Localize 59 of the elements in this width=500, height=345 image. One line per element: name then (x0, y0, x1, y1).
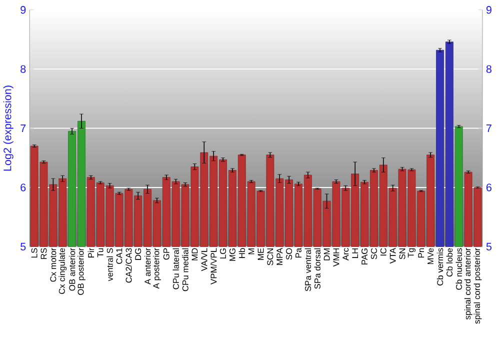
x-tick-label: Cb nucleus (456, 248, 462, 290)
x-tick-label: CPu lateral (172, 248, 179, 290)
y2-tick-label: 8 (486, 65, 492, 73)
x-tick-label: LG (220, 248, 226, 258)
x-tick-label: A posterior (153, 248, 161, 289)
x-tick-label: OB posterior (78, 248, 86, 295)
x-tick-label: SC (370, 248, 377, 260)
x-tick-label: SCN (267, 248, 274, 266)
x-tick-label: Arc (342, 248, 349, 260)
y-tick-label: 5 (20, 242, 26, 250)
x-tick-label: MD (192, 248, 198, 260)
y-axis-title: Log2 (expression) (3, 86, 14, 170)
x-tick-label: M (248, 248, 254, 254)
y-tick-label: 8 (20, 65, 26, 73)
x-tick-label: GP (163, 248, 170, 260)
x-tick-label: IC (380, 248, 386, 256)
x-tick-label: RS (40, 248, 47, 259)
x-tick-label: MPA (276, 248, 283, 265)
y-tick-label: 7 (20, 124, 26, 132)
x-tick-label: Cb lobe (446, 248, 453, 276)
x-tick-label: SPa ventral (304, 248, 312, 291)
x-tick-label: ventral S (106, 248, 113, 282)
x-tick-label: Tu (97, 248, 104, 258)
y2-tick-label: 5 (486, 242, 492, 250)
x-tick-label: VTA (390, 248, 396, 264)
x-tick-label: MVe (428, 248, 434, 264)
y2-tick-label: 7 (486, 124, 492, 132)
x-tick-label: PAG (362, 248, 368, 264)
x-tick-label: VA/VL (201, 248, 208, 271)
x-tick-label: CPu medial (182, 248, 188, 291)
x-tick-label: SPa dorsal (314, 248, 320, 289)
x-tick-label: MG (229, 248, 236, 261)
x-tick-label: Tg (408, 248, 416, 258)
x-tick-label: ME (258, 248, 264, 260)
x-tick-label: A anterior (144, 248, 151, 284)
x-tick-label: Pir (88, 248, 94, 258)
x-tick-label: CA1 (116, 248, 122, 264)
y-tick-label: 6 (20, 183, 26, 192)
x-tick-label: OB anterior (68, 248, 76, 290)
x-tick-label: Pn (418, 248, 424, 258)
x-tick-label: Hb (238, 248, 245, 258)
x-tick-label: VMH (333, 248, 340, 266)
x-tick-label: CA2/CA3 (126, 248, 132, 282)
y-tick-label: 9 (20, 6, 26, 14)
x-tick-label: LS (31, 248, 38, 258)
x-tick-label: SN (399, 248, 406, 260)
x-tick-label: DM (324, 248, 330, 260)
x-tick-label: LH (352, 248, 358, 258)
y2-tick-label: 9 (486, 6, 492, 14)
y2-tick-label: 6 (486, 183, 492, 192)
x-tick-label: spinal cord posterior (474, 248, 482, 324)
x-tick-label: spinal cord anterior (464, 248, 472, 320)
x-tick-label: VPM/VPL (210, 248, 217, 284)
x-tick-label: Cx cingulate (58, 248, 67, 294)
x-tick-label: SO (286, 248, 292, 260)
x-tick-label: DG (135, 248, 142, 260)
x-tick-label: Pa (296, 248, 302, 258)
x-tick-label: Cx motor (50, 248, 56, 282)
x-tick-label: Cb vermis (436, 248, 444, 286)
